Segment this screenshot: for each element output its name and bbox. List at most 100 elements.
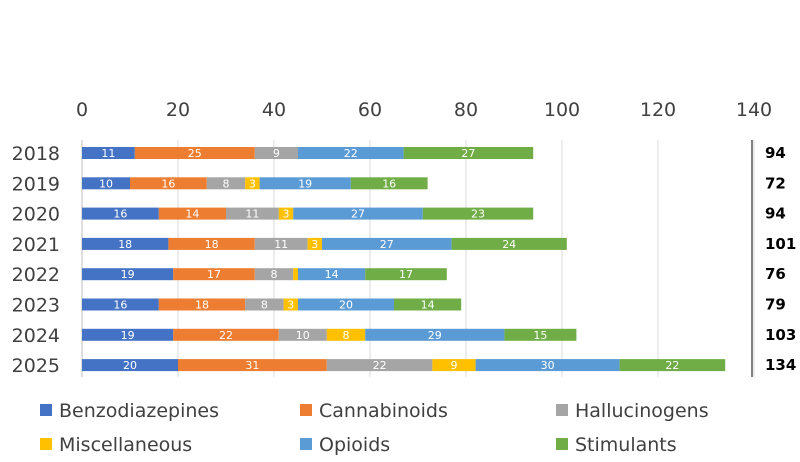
total-label: 94: [765, 144, 786, 162]
bar-segment: [394, 298, 462, 311]
bar-segment-label: 27: [380, 238, 394, 251]
bar-segment: [206, 177, 246, 190]
bar-segment: [298, 268, 366, 281]
bar-segment: [307, 237, 322, 250]
total-label: 134: [765, 356, 796, 374]
category-label: 2024: [12, 325, 60, 347]
x-tick-label: 140: [736, 99, 772, 121]
legend: Benzodiazepines Cannabinoids Hallucinogens…: [40, 400, 709, 456]
bar-segment-label: 3: [287, 299, 294, 312]
bar-segment-label: 11: [101, 147, 115, 160]
legend-swatch: [556, 438, 568, 450]
bar-segment: [82, 268, 174, 281]
x-tick-label: 0: [76, 99, 88, 121]
bar-segment-label: 8: [223, 177, 230, 190]
legend-label: Stimulants: [575, 434, 677, 456]
x-tick-label: 120: [640, 99, 676, 121]
bar-segment-label: 18: [195, 299, 209, 312]
bar-segment: [475, 359, 620, 372]
bar-segment: [322, 237, 452, 250]
bar-segment-label: 22: [344, 147, 358, 160]
legend-label: Opioids: [319, 434, 390, 456]
bar-segment: [451, 237, 567, 250]
bar-segment: [178, 359, 327, 372]
bar-segment-label: 22: [373, 359, 387, 372]
bar-segment-label: 8: [343, 329, 350, 342]
bar-segment: [82, 207, 159, 220]
category-label: 2019: [12, 173, 60, 195]
category-label: 2025: [12, 355, 60, 377]
bar-segment-label: 23: [471, 208, 485, 221]
total-label: 72: [765, 174, 786, 192]
legend-swatch: [40, 438, 52, 450]
bar-segment-label: 20: [123, 359, 137, 372]
bar-segment: [293, 207, 423, 220]
bar-segment-label: 29: [428, 329, 442, 342]
bar-segment-label: 10: [99, 177, 113, 190]
bar-segment: [82, 237, 169, 250]
legend-swatch: [300, 404, 312, 416]
bar-segment: [82, 147, 135, 159]
bar-segment: [350, 177, 428, 190]
bar-segment-label: 19: [121, 329, 135, 342]
x-tick-label: 40: [262, 99, 286, 121]
bar-segment: [365, 268, 447, 281]
bar-segment: [422, 207, 534, 220]
bar-segment: [158, 298, 246, 311]
bar-segment-label: 24: [502, 238, 516, 251]
category-label: 2021: [12, 234, 60, 256]
bar-segment-label: 11: [274, 238, 288, 251]
bar-segment-label: 8: [271, 268, 278, 281]
bar-segment-label: 17: [399, 268, 413, 281]
bar-segment-label: 18: [118, 238, 132, 251]
bar-segment: [278, 207, 294, 220]
category-label: 2023: [12, 295, 60, 317]
x-tick-label: 80: [454, 99, 478, 121]
total-label: 103: [765, 326, 796, 344]
bar-segment-label: 14: [185, 208, 199, 221]
bar-segment: [283, 298, 298, 311]
category-label: 2020: [12, 204, 60, 226]
bar-segment-label: 14: [325, 268, 339, 281]
bar-segment: [173, 328, 279, 341]
bar-segment: [293, 268, 298, 281]
bar-segment-label: 9: [451, 359, 458, 372]
legend-swatch: [556, 404, 568, 416]
bar-segment: [245, 298, 284, 311]
x-tick-label: 100: [544, 99, 580, 121]
bar-segment: [298, 298, 394, 311]
x-axis-ticks: 0 20 40 60 80 100 120 140: [76, 99, 772, 121]
bar-segment: [82, 359, 178, 372]
bar-segment: [432, 359, 476, 372]
bar-segment: [254, 237, 308, 250]
legend-label: Miscellaneous: [59, 434, 192, 456]
bar-segment: [403, 147, 534, 159]
bar-segment-label: 11: [245, 208, 259, 221]
bar-segment-label: 18: [205, 238, 219, 251]
bar-segment-label: 16: [113, 208, 127, 221]
bar-segment-label: 3: [283, 208, 290, 221]
bar-segment-label: 16: [113, 299, 127, 312]
bar-segment-label: 27: [351, 208, 365, 221]
bar-segment: [278, 328, 327, 341]
bar-segment: [619, 359, 726, 372]
bar-segment-label: 19: [298, 177, 312, 190]
bar-segment-label: 25: [188, 147, 202, 160]
bar-segment-label: 22: [665, 359, 679, 372]
bar-segment-label: 19: [121, 268, 135, 281]
bar-segment: [134, 147, 255, 159]
bar-segment: [326, 359, 433, 372]
bar-segment-label: 15: [533, 329, 547, 342]
category-label: 2022: [12, 264, 60, 286]
bar-segment: [82, 328, 174, 341]
bar-segment: [326, 328, 366, 341]
bar-segment: [226, 207, 279, 220]
legend-label: Hallucinogens: [575, 400, 709, 422]
bar-segment-label: 31: [245, 359, 259, 372]
legend-label: Benzodiazepines: [59, 400, 219, 422]
bar-segment: [259, 177, 351, 190]
bar-segment: [130, 177, 207, 190]
bar-segment-label: 10: [296, 329, 310, 342]
bar-segment-label: 20: [339, 299, 353, 312]
